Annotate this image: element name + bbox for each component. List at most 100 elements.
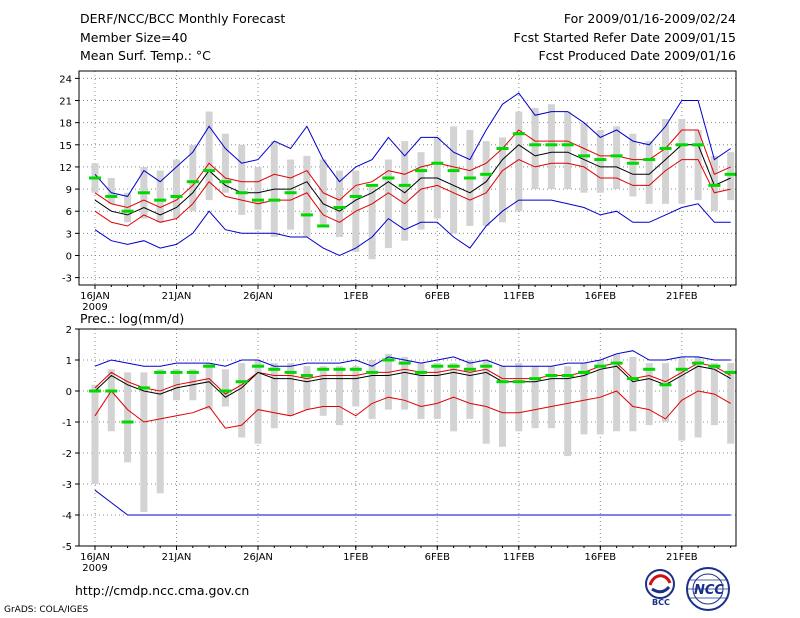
- prec-member-box: [124, 372, 132, 463]
- prec-xtick-label: 26JAN: [243, 552, 273, 563]
- temp-median-marker: [203, 169, 216, 173]
- temp-ytick-label: 21: [59, 97, 72, 108]
- prec-median-marker: [366, 370, 379, 374]
- temp-median-marker: [545, 143, 558, 147]
- prec-median-marker: [219, 389, 232, 393]
- prec-xtick-label: 21FEB: [666, 552, 698, 563]
- bcc-logo: BCC: [640, 567, 684, 611]
- temp-member-box: [694, 130, 702, 201]
- prec-ytick-label: -1: [62, 418, 72, 429]
- temp-median-marker: [447, 169, 460, 173]
- prec-member-box: [678, 356, 686, 441]
- temp-member-box: [596, 130, 604, 193]
- temp-median-marker: [643, 158, 656, 162]
- temp-median-marker: [708, 183, 721, 187]
- prec-year-label: 2009: [82, 563, 107, 574]
- prec-median-marker: [529, 377, 542, 381]
- temp-ytick-label: 6: [66, 207, 72, 218]
- temp-member-box: [189, 144, 197, 212]
- temp-member-box: [645, 141, 653, 204]
- temperature-panel: -3 0 3 6 9 12 15 18 21 24 16JAN 21JAN 26JAN 1FEB 6FEB 1…: [59, 70, 737, 313]
- prec-member-box: [336, 366, 343, 426]
- prec-median-marker: [675, 367, 688, 371]
- forecast-period-label: For 2009/01/16-2009/02/24: [563, 11, 736, 26]
- prec-median-marker: [317, 367, 330, 371]
- temp-member-box: [303, 155, 311, 238]
- temp-member-box: [531, 107, 539, 190]
- temp-median-marker: [105, 194, 118, 198]
- bcc-logo-text: BCC: [652, 598, 670, 607]
- temp-ytick-label: 15: [59, 141, 72, 152]
- temp-member-box: [368, 185, 376, 260]
- prec-median-marker: [496, 380, 509, 384]
- prec-median-marker: [708, 364, 721, 368]
- temp-median-marker: [463, 176, 476, 180]
- ncc-logo: NCC: [684, 566, 732, 616]
- prec-median-marker: [398, 361, 411, 365]
- prec-member-box: [287, 363, 295, 416]
- temp-year-label: 2009: [82, 302, 107, 313]
- temp-ytick-label: 3: [66, 229, 72, 240]
- prec-median-marker: [447, 364, 460, 368]
- prec-median-marker: [89, 389, 101, 393]
- prec-member-box: [694, 356, 702, 438]
- temp-member-box: [254, 166, 262, 230]
- temp-median-marker: [578, 154, 590, 158]
- prec-ytick-label: -4: [62, 511, 72, 522]
- prec-median-marker: [594, 364, 607, 368]
- prec-member-box: [303, 366, 311, 410]
- prec-median-marker: [349, 367, 362, 371]
- prec-median-marker: [692, 361, 705, 365]
- temp-upper-quartile-line: [94, 129, 731, 209]
- prec-member-box: [515, 363, 523, 432]
- ncc-logo-text: NCC: [694, 583, 724, 598]
- prec-member-box: [499, 366, 506, 447]
- source-url[interactable]: http://cmdp.ncc.cma.gov.cn: [75, 583, 250, 598]
- prec-median-marker: [643, 367, 656, 371]
- temp-member-box: [173, 159, 180, 219]
- temp-member-box: [613, 126, 621, 190]
- temp-member-box: [221, 133, 229, 193]
- prec-member-box: [107, 369, 115, 432]
- temp-ytick-label: 24: [59, 74, 72, 85]
- prec-ytick-label: -2: [62, 449, 72, 460]
- temp-median-marker: [349, 194, 362, 198]
- prec-member-box: [466, 360, 474, 419]
- temp-median-marker: [610, 154, 623, 158]
- forecast-started-label: Fcst Started Refer Date 2009/01/15: [513, 30, 737, 45]
- prec-member-box: [662, 363, 669, 422]
- temp-median-marker: [415, 169, 427, 173]
- prec-median-marker: [300, 374, 313, 377]
- temp-median-marker: [137, 191, 150, 195]
- prec-xtick-label: 1FEB: [343, 552, 368, 563]
- temp-median-marker: [284, 191, 297, 195]
- prec-xtick-label: 6FEB: [425, 552, 450, 563]
- prec-member-box: [319, 366, 327, 416]
- prec-member-box: [384, 353, 392, 410]
- prec-median-marker: [431, 364, 444, 368]
- temp-member-box: [384, 159, 392, 249]
- prec-median-marker: [252, 364, 264, 368]
- precip-variable-label: Prec.: log(mm/d): [80, 311, 184, 326]
- temp-median-marker: [496, 146, 509, 150]
- prec-median-marker: [105, 389, 118, 393]
- prec-median-marker: [137, 386, 150, 390]
- temp-xtick-label: 6FEB: [425, 291, 450, 302]
- temp-median-marker: [724, 172, 737, 176]
- precipitation-panel: -5 -4 -3 -2 -1 0 1 2 16JAN 21JAN 26JAN 1FEB 6FEB 11FE…: [62, 325, 737, 574]
- prec-median-marker: [724, 370, 737, 374]
- prec-median-marker: [382, 358, 395, 362]
- prec-median-marker: [545, 374, 558, 377]
- prec-median-marker: [578, 370, 590, 374]
- temp-median-marker: [170, 194, 183, 198]
- temp-median-marker: [561, 143, 574, 147]
- temp-member-box: [564, 111, 572, 190]
- temp-member-box: [662, 118, 669, 204]
- temp-median-marker: [219, 180, 232, 184]
- temp-xtick-label: 21FEB: [666, 291, 698, 302]
- prec-ytick-label: 0: [66, 387, 72, 398]
- prec-member-box: [205, 363, 213, 410]
- prec-member-box: [368, 360, 376, 419]
- temp-member-box: [336, 170, 343, 238]
- temp-xtick-label: 11FEB: [503, 291, 535, 302]
